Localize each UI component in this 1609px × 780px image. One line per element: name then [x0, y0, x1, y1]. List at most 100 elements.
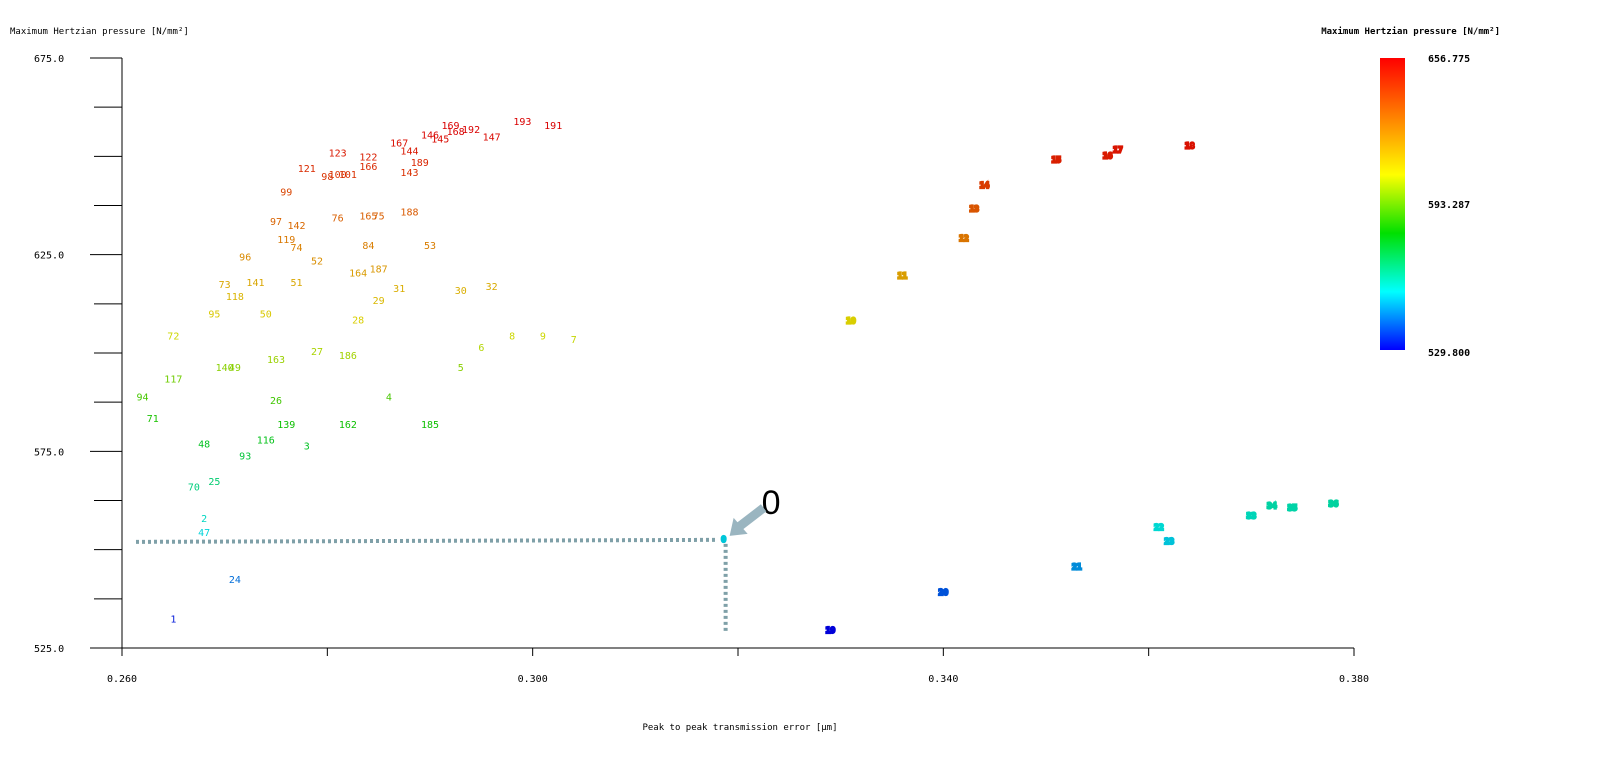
point-label: 76 — [332, 213, 344, 224]
point-label: 12 — [959, 234, 969, 243]
point-label: 94 — [137, 392, 149, 403]
point-label: 26 — [270, 396, 282, 407]
point-label: 30 — [455, 286, 467, 297]
point-label: 84 — [362, 241, 374, 252]
point-label: 23 — [1164, 537, 1174, 546]
point-label: 50 — [260, 310, 272, 321]
title-group: Maximum Hertzian pressure [N/mm²] Maximu… — [10, 26, 1500, 37]
point-label: 3 — [304, 441, 310, 452]
point-label: 16 — [1103, 151, 1113, 160]
point-label: 8 — [509, 331, 515, 342]
point-label: 35 — [1288, 503, 1298, 512]
point-label: 121 — [298, 164, 316, 175]
point-label: 21 — [1072, 562, 1082, 571]
point-label: 193 — [513, 117, 531, 128]
point-label: 9 — [540, 331, 546, 342]
y-axis-title: Maximum Hertzian pressure [N/mm²] — [10, 27, 189, 37]
point-label: 142 — [288, 221, 306, 232]
point-label: 31 — [393, 284, 405, 295]
point-label: 4 — [386, 392, 392, 403]
x-tick-label: 0.260 — [107, 674, 137, 685]
point-label: 73 — [219, 280, 231, 291]
point-label: 140 — [216, 363, 234, 374]
point-label: 7 — [571, 335, 577, 346]
point-label: 99 — [280, 188, 292, 199]
annotation: 0 — [729, 484, 781, 536]
point-label: 146 — [421, 131, 439, 142]
annotation-label: 0 — [762, 484, 781, 522]
point-label: 53 — [424, 241, 436, 252]
point-label: 52 — [311, 257, 323, 268]
annotation-arrowhead — [729, 517, 748, 536]
point-label: 163 — [267, 355, 285, 366]
point-label: 101 — [339, 170, 357, 181]
point-label: 5 — [458, 363, 464, 374]
annotation-guides — [135, 537, 728, 632]
point-label: 72 — [167, 331, 179, 342]
point-label: 13 — [969, 204, 979, 213]
point-label: 33 — [1247, 511, 1257, 520]
y-tick-label: 675.0 — [34, 54, 64, 65]
colorbar-mid-label: 593.287 — [1428, 200, 1470, 211]
point-label: 75 — [373, 211, 385, 222]
point-label: 188 — [400, 207, 418, 218]
point-label: 0 — [721, 535, 726, 544]
point-label: 168 — [447, 127, 465, 138]
point-label: 10 — [846, 317, 856, 326]
point-label: 28 — [352, 316, 364, 327]
point-label: 122 — [359, 152, 377, 163]
point-label: 97 — [270, 217, 282, 228]
point-label: 11 — [897, 271, 907, 280]
colorbar-max-label: 656.775 — [1428, 54, 1470, 65]
point-label: 166 — [359, 162, 377, 173]
guide-horizontal — [135, 537, 716, 544]
point-label: 93 — [239, 451, 251, 462]
point-label: 186 — [339, 351, 357, 362]
x-tick-label: 0.380 — [1339, 674, 1369, 685]
x-tick-label: 0.300 — [518, 674, 548, 685]
point-label: 167 — [390, 139, 408, 150]
point-label: 1 — [170, 615, 176, 626]
annotation-arrow — [734, 504, 767, 532]
point-label: 95 — [208, 310, 220, 321]
point-label: 71 — [147, 414, 159, 425]
point-label: 147 — [483, 133, 501, 144]
point-label: 14 — [980, 181, 990, 190]
point-label: 19 — [826, 626, 836, 635]
x-tick-label: 0.340 — [928, 674, 958, 685]
point-label: 117 — [164, 375, 182, 386]
point-label: 22 — [1154, 523, 1164, 532]
point-label: 119 — [277, 235, 295, 246]
point-label: 34 — [1267, 501, 1277, 510]
point-label: 6 — [478, 343, 484, 354]
point-label: 141 — [246, 278, 264, 289]
point-label: 118 — [226, 292, 244, 303]
colorbar: 656.775 593.287 529.800 — [1380, 54, 1470, 359]
point-label: 18 — [1185, 142, 1195, 151]
point-label: 192 — [462, 125, 480, 136]
point-label: 143 — [400, 168, 418, 179]
point-label: 2 — [201, 514, 207, 525]
y-tick-label: 625.0 — [34, 251, 64, 262]
point-label: 96 — [239, 253, 251, 264]
point-label: 25 — [208, 477, 220, 488]
point-label: 51 — [291, 278, 303, 289]
point-label: 164 — [349, 268, 367, 279]
point-label: 29 — [373, 296, 385, 307]
point-label: 36 — [1329, 499, 1339, 508]
point-label: 98 — [321, 172, 333, 183]
axes — [121, 58, 1354, 649]
point-label: 139 — [277, 420, 295, 431]
point-label: 32 — [486, 282, 498, 293]
point-label: 74 — [291, 243, 303, 254]
point-label: 191 — [544, 121, 562, 132]
point-label: 70 — [188, 483, 200, 494]
y-tick-label: 525.0 — [34, 644, 64, 655]
point-label: 145 — [431, 135, 449, 146]
colorbar-gradient — [1380, 58, 1405, 350]
point-label: 49 — [229, 363, 241, 374]
point-label: 144 — [400, 146, 418, 157]
point-label: 15 — [1051, 155, 1061, 164]
